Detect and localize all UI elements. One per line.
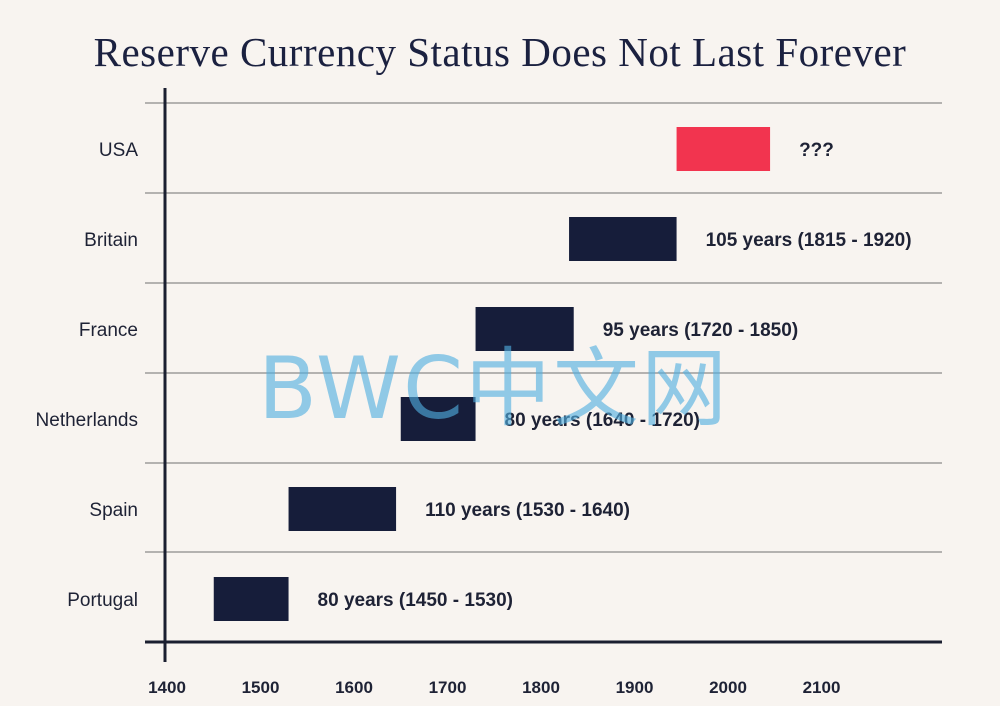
- bar-usa: [676, 127, 771, 171]
- row-label-portugal: Portugal: [67, 590, 138, 611]
- bar-label-britain: 105 years (1815 - 1920): [706, 230, 912, 251]
- x-tick-label: 1800: [522, 678, 560, 697]
- bar-label-usa: ???: [799, 140, 834, 161]
- axes: [145, 88, 942, 662]
- row-label-spain: Spain: [89, 500, 138, 521]
- x-tick-label: 1400: [148, 678, 186, 697]
- x-tick-label: 1900: [616, 678, 654, 697]
- bar-label-france: 95 years (1720 - 1850): [603, 320, 798, 341]
- row-label-usa: USA: [99, 140, 138, 161]
- row-label-britain: Britain: [84, 230, 138, 251]
- bar-netherlands: [400, 397, 476, 441]
- x-tick-label: 1500: [242, 678, 280, 697]
- bar-britain: [569, 217, 677, 261]
- x-tick-label: 2100: [803, 678, 841, 697]
- row-label-netherlands: Netherlands: [36, 410, 138, 431]
- x-tick-label: 2000: [709, 678, 747, 697]
- bar-label-spain: 110 years (1530 - 1640): [425, 500, 630, 521]
- gridlines: [145, 102, 942, 553]
- bars: [213, 127, 771, 621]
- bar-label-netherlands: 80 years (1640 - 1720): [505, 410, 700, 431]
- bar-label-portugal: 80 years (1450 - 1530): [318, 590, 513, 611]
- bar-france: [475, 307, 574, 351]
- labels: 1400 1500 1600 1700 1800 1900 2000 2100 USA Brita…: [36, 140, 912, 697]
- bar-portugal: [213, 577, 289, 621]
- row-label-france: France: [79, 320, 138, 341]
- x-tick-label: 1700: [429, 678, 467, 697]
- x-tick-label: 1600: [335, 678, 373, 697]
- bar-spain: [288, 487, 397, 531]
- chart-title: Reserve Currency Status Does Not Last Fo…: [93, 29, 907, 75]
